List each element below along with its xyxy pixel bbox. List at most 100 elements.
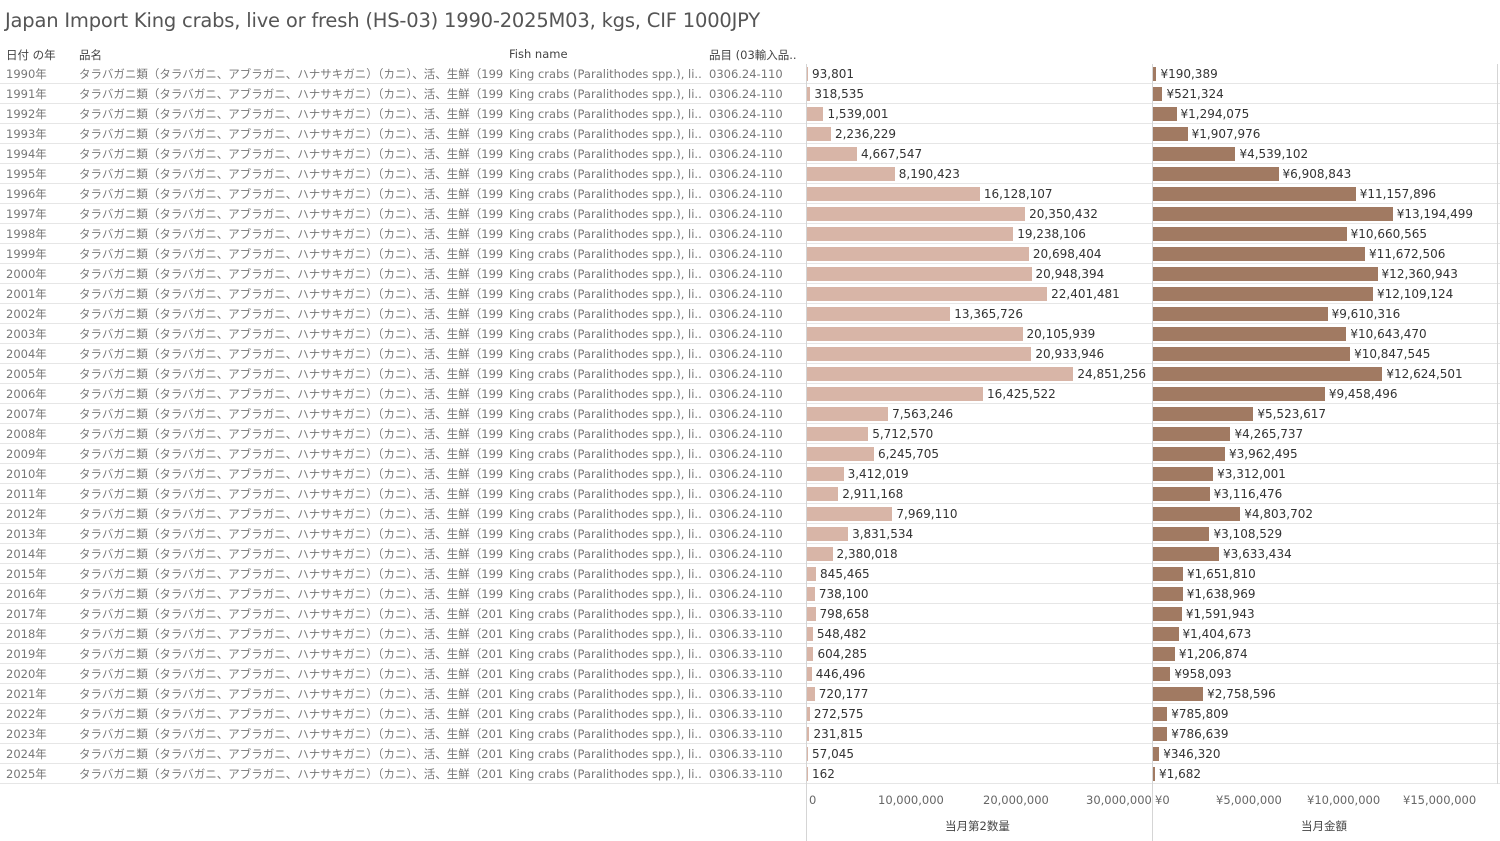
- quantity-bar[interactable]: [807, 427, 869, 441]
- table-row[interactable]: 1997年 タラバガニ類（タラバガニ、アブラガニ、ハナサキガニ）（カニ）、活、生鮮…: [0, 204, 1500, 224]
- quantity-bar[interactable]: [807, 747, 808, 761]
- table-row[interactable]: 1993年 タラバガニ類（タラバガニ、アブラガニ、ハナサキガニ）（カニ）、活、生鮮…: [0, 124, 1500, 144]
- table-row[interactable]: 2013年 タラバガニ類（タラバガニ、アブラガニ、ハナサキガニ）（カニ）、活、生鮮…: [0, 524, 1500, 544]
- table-row[interactable]: 2016年 タラバガニ類（タラバガニ、アブラガニ、ハナサキガニ）（カニ）、活、生鮮…: [0, 584, 1500, 604]
- table-row[interactable]: 1994年 タラバガニ類（タラバガニ、アブラガニ、ハナサキガニ）（カニ）、活、生鮮…: [0, 144, 1500, 164]
- column-header-fish-name[interactable]: Fish name: [509, 47, 568, 61]
- table-row[interactable]: 2017年 タラバガニ類（タラバガニ、アブラガニ、ハナサキガニ）（カニ）、活、生鮮…: [0, 604, 1500, 624]
- value-bar[interactable]: [1153, 527, 1210, 541]
- table-row[interactable]: 2024年 タラバガニ類（タラバガニ、アブラガニ、ハナサキガニ）（カニ）、活、生鮮…: [0, 744, 1500, 764]
- value-bar[interactable]: [1153, 507, 1241, 521]
- quantity-bar[interactable]: [807, 607, 816, 621]
- quantity-bar[interactable]: [807, 167, 895, 181]
- table-row[interactable]: 2014年 タラバガニ類（タラバガニ、アブラガニ、ハナサキガニ）（カニ）、活、生鮮…: [0, 544, 1500, 564]
- value-bar[interactable]: [1153, 447, 1225, 461]
- table-row[interactable]: 2004年 タラバガニ類（タラバガニ、アブラガニ、ハナサキガニ）（カニ）、活、生鮮…: [0, 344, 1500, 364]
- quantity-bar[interactable]: [807, 207, 1026, 221]
- table-row[interactable]: 2005年 タラバガニ類（タラバガニ、アブラガニ、ハナサキガニ）（カニ）、活、生鮮…: [0, 364, 1500, 384]
- column-header-code[interactable]: 品目 (03輸入品..: [709, 48, 797, 62]
- quantity-bar[interactable]: [807, 767, 808, 781]
- value-bar[interactable]: [1153, 347, 1351, 361]
- table-row[interactable]: 2001年 タラバガニ類（タラバガニ、アブラガニ、ハナサキガニ）（カニ）、活、生鮮…: [0, 284, 1500, 304]
- quantity-bar[interactable]: [807, 247, 1029, 261]
- table-row[interactable]: 2007年 タラバガニ類（タラバガニ、アブラガニ、ハナサキガニ）（カニ）、活、生鮮…: [0, 404, 1500, 424]
- table-row[interactable]: 2012年 タラバガニ類（タラバガニ、アブラガニ、ハナサキガニ）（カニ）、活、生鮮…: [0, 504, 1500, 524]
- table-row[interactable]: 2003年 タラバガニ類（タラバガニ、アブラガニ、ハナサキガニ）（カニ）、活、生鮮…: [0, 324, 1500, 344]
- value-bar[interactable]: [1153, 267, 1378, 281]
- table-row[interactable]: 1992年 タラバガニ類（タラバガニ、アブラガニ、ハナサキガニ）（カニ）、活、生鮮…: [0, 104, 1500, 124]
- table-row[interactable]: 2019年 タラバガニ類（タラバガニ、アブラガニ、ハナサキガニ）（カニ）、活、生鮮…: [0, 644, 1500, 664]
- quantity-bar[interactable]: [807, 627, 813, 641]
- value-bar[interactable]: [1153, 707, 1168, 721]
- value-bar[interactable]: [1153, 647, 1175, 661]
- quantity-bar[interactable]: [807, 707, 810, 721]
- value-bar[interactable]: [1153, 607, 1182, 621]
- table-row[interactable]: 1990年 タラバガニ類（タラバガニ、アブラガニ、ハナサキガニ）（カニ）、活、生鮮…: [0, 64, 1500, 84]
- quantity-bar[interactable]: [807, 467, 844, 481]
- value-bar[interactable]: [1153, 547, 1219, 561]
- value-bar[interactable]: [1153, 587, 1183, 601]
- quantity-bar[interactable]: [807, 107, 824, 121]
- quantity-bar[interactable]: [807, 307, 951, 321]
- value-bar[interactable]: [1153, 67, 1157, 81]
- value-bar[interactable]: [1153, 687, 1204, 701]
- quantity-bar[interactable]: [807, 187, 980, 201]
- quantity-bar[interactable]: [807, 547, 833, 561]
- quantity-bar[interactable]: [807, 67, 808, 81]
- value-bar[interactable]: [1153, 327, 1347, 341]
- table-row[interactable]: 2000年 タラバガニ類（タラバガニ、アブラガニ、ハナサキガニ）（カニ）、活、生鮮…: [0, 264, 1500, 284]
- table-row[interactable]: 1999年 タラバガニ類（タラバガニ、アブラガニ、ハナサキガニ）（カニ）、活、生鮮…: [0, 244, 1500, 264]
- table-row[interactable]: 1995年 タラバガニ類（タラバガニ、アブラガニ、ハナサキガニ）（カニ）、活、生鮮…: [0, 164, 1500, 184]
- column-header-date[interactable]: 日付 の年: [6, 48, 56, 62]
- value-bar[interactable]: [1153, 287, 1373, 301]
- quantity-bar[interactable]: [807, 487, 839, 501]
- quantity-bar[interactable]: [807, 407, 889, 421]
- value-bar[interactable]: [1153, 427, 1231, 441]
- quantity-bar[interactable]: [807, 347, 1032, 361]
- table-row[interactable]: 2025年 タラバガニ類（タラバガニ、アブラガニ、ハナサキガニ）（カニ）、活、生鮮…: [0, 764, 1500, 784]
- value-bar[interactable]: [1153, 167, 1279, 181]
- quantity-bar[interactable]: [807, 587, 815, 601]
- quantity-bar[interactable]: [807, 147, 858, 161]
- table-row[interactable]: 1998年 タラバガニ類（タラバガニ、アブラガニ、ハナサキガニ）（カニ）、活、生鮮…: [0, 224, 1500, 244]
- table-row[interactable]: 2023年 タラバガニ類（タラバガニ、アブラガニ、ハナサキガニ）（カニ）、活、生鮮…: [0, 724, 1500, 744]
- value-bar[interactable]: [1153, 227, 1347, 241]
- quantity-bar[interactable]: [807, 127, 831, 141]
- value-bar[interactable]: [1153, 567, 1183, 581]
- value-bar[interactable]: [1153, 187, 1356, 201]
- value-bar[interactable]: [1153, 487, 1210, 501]
- value-bar[interactable]: [1153, 727, 1168, 741]
- value-bar[interactable]: [1153, 107, 1177, 121]
- value-bar[interactable]: [1153, 207, 1393, 221]
- value-bar[interactable]: [1153, 147, 1236, 161]
- quantity-bar[interactable]: [807, 687, 815, 701]
- table-row[interactable]: 2021年 タラバガニ類（タラバガニ、アブラガニ、ハナサキガニ）（カニ）、活、生鮮…: [0, 684, 1500, 704]
- quantity-bar[interactable]: [807, 527, 849, 541]
- value-bar[interactable]: [1153, 667, 1171, 681]
- value-bar[interactable]: [1153, 367, 1383, 381]
- table-row[interactable]: 1991年 タラバガニ類（タラバガニ、アブラガニ、ハナサキガニ）（カニ）、活、生鮮…: [0, 84, 1500, 104]
- table-row[interactable]: 2002年 タラバガニ類（タラバガニ、アブラガニ、ハナサキガニ）（カニ）、活、生鮮…: [0, 304, 1500, 324]
- table-row[interactable]: 2010年 タラバガニ類（タラバガニ、アブラガニ、ハナサキガニ）（カニ）、活、生鮮…: [0, 464, 1500, 484]
- value-bar[interactable]: [1153, 627, 1179, 641]
- quantity-bar[interactable]: [807, 367, 1074, 381]
- table-row[interactable]: 2015年 タラバガニ類（タラバガニ、アブラガニ、ハナサキガニ）（カニ）、活、生鮮…: [0, 564, 1500, 584]
- column-header-product-name[interactable]: 品名: [79, 48, 102, 62]
- quantity-bar[interactable]: [807, 727, 810, 741]
- table-row[interactable]: 2018年 タラバガニ類（タラバガニ、アブラガニ、ハナサキガニ）（カニ）、活、生鮮…: [0, 624, 1500, 644]
- quantity-bar[interactable]: [807, 267, 1032, 281]
- value-bar[interactable]: [1153, 247, 1366, 261]
- quantity-bar[interactable]: [807, 447, 874, 461]
- table-row[interactable]: 2022年 タラバガニ類（タラバガニ、アブラガニ、ハナサキガニ）（カニ）、活、生鮮…: [0, 704, 1500, 724]
- quantity-bar[interactable]: [807, 667, 812, 681]
- value-bar[interactable]: [1153, 87, 1163, 101]
- quantity-bar[interactable]: [807, 287, 1048, 301]
- value-bar[interactable]: [1153, 387, 1325, 401]
- quantity-bar[interactable]: [807, 227, 1014, 241]
- quantity-bar[interactable]: [807, 507, 893, 521]
- table-row[interactable]: 2020年 タラバガニ類（タラバガニ、アブラガニ、ハナサキガニ）（カニ）、活、生鮮…: [0, 664, 1500, 684]
- quantity-bar[interactable]: [807, 327, 1023, 341]
- quantity-bar[interactable]: [807, 387, 984, 401]
- value-bar[interactable]: [1153, 407, 1254, 421]
- table-row[interactable]: 1996年 タラバガニ類（タラバガニ、アブラガニ、ハナサキガニ）（カニ）、活、生鮮…: [0, 184, 1500, 204]
